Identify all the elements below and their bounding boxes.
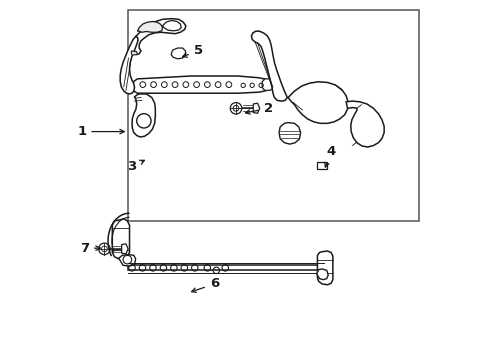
Text: 3: 3 [127, 160, 145, 173]
Polygon shape [137, 22, 163, 32]
Polygon shape [119, 255, 136, 266]
Polygon shape [112, 219, 129, 259]
Polygon shape [318, 251, 333, 285]
Text: 2: 2 [245, 102, 273, 115]
Text: 1: 1 [77, 125, 124, 138]
Polygon shape [251, 31, 287, 101]
Polygon shape [120, 37, 138, 94]
Polygon shape [132, 94, 155, 137]
Polygon shape [317, 269, 328, 280]
Polygon shape [346, 101, 384, 147]
Bar [128, 10, 419, 221]
Polygon shape [131, 51, 137, 55]
Polygon shape [163, 21, 181, 31]
Polygon shape [133, 19, 186, 54]
Polygon shape [288, 82, 348, 123]
Polygon shape [171, 48, 186, 59]
Polygon shape [132, 76, 273, 93]
Polygon shape [113, 223, 127, 237]
Polygon shape [262, 79, 274, 90]
Polygon shape [128, 265, 324, 270]
Polygon shape [253, 103, 260, 113]
Text: 6: 6 [192, 278, 219, 292]
Polygon shape [279, 123, 300, 144]
Text: 7: 7 [80, 242, 100, 255]
Polygon shape [122, 244, 128, 254]
Text: 5: 5 [183, 44, 203, 57]
Polygon shape [317, 162, 327, 169]
Text: 4: 4 [325, 145, 336, 167]
